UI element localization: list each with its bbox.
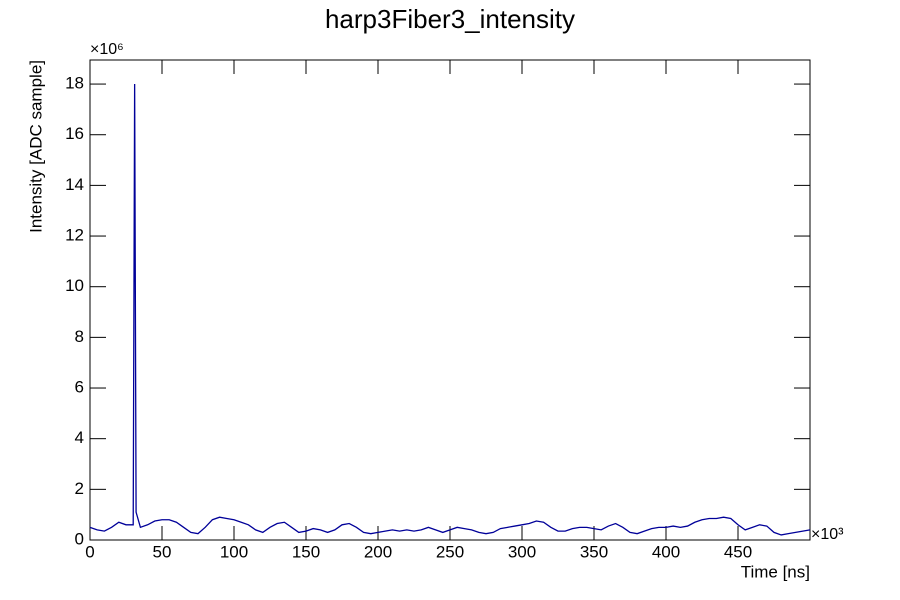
- y-tick-label: 18: [65, 74, 84, 93]
- y-tick-label: 0: [75, 529, 84, 548]
- y-tick-label: 14: [65, 175, 84, 194]
- y-tick-label: 16: [65, 124, 84, 143]
- y-axis-label: Intensity [ADC sample]: [26, 60, 45, 233]
- y-tick-label: 4: [75, 428, 84, 447]
- x-tick-label: 200: [364, 542, 392, 561]
- x-tick-label: 300: [508, 542, 536, 561]
- data-line: [89, 84, 811, 536]
- y-tick-label: 6: [75, 378, 84, 397]
- x-tick-label: 150: [292, 542, 320, 561]
- plot-frame: [89, 59, 811, 541]
- chart-title: harp3Fiber3_intensity: [325, 4, 575, 34]
- x-tick-label: 250: [436, 542, 464, 561]
- y-tick-label: 8: [75, 327, 84, 346]
- x-tick-label: 450: [724, 542, 752, 561]
- y-tick-label: 12: [65, 226, 84, 245]
- y-tick-label: 2: [75, 479, 84, 498]
- x-multiplier: ×10³: [811, 526, 844, 543]
- x-tick-label: 0: [85, 542, 94, 561]
- x-tick-label: 100: [220, 542, 248, 561]
- x-axis-label: Time [ns]: [741, 562, 810, 581]
- x-tick-label: 50: [153, 542, 172, 561]
- x-tick-label: 400: [652, 542, 680, 561]
- x-tick-label: 350: [580, 542, 608, 561]
- y-tick-label: 10: [65, 276, 84, 295]
- y-multiplier: ×10⁶: [90, 41, 124, 58]
